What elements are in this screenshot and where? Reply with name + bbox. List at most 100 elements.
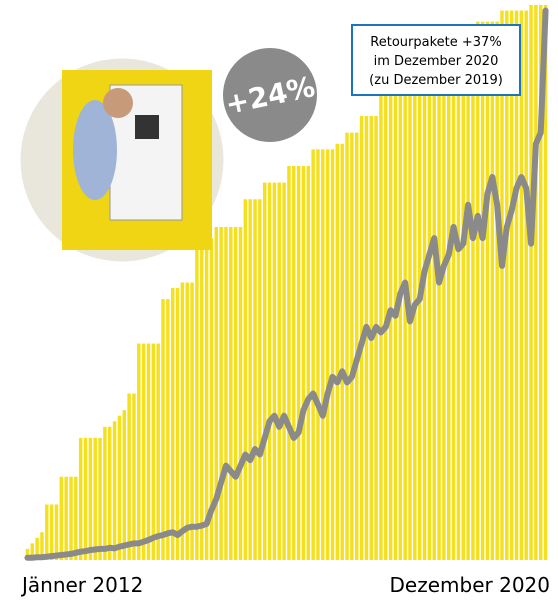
bar — [229, 227, 233, 560]
bar — [534, 5, 538, 560]
bar — [35, 537, 39, 560]
bar — [204, 238, 209, 560]
bar — [195, 238, 199, 560]
annotation-line: im Dezember 2020 — [374, 54, 499, 69]
bar — [214, 227, 219, 560]
bar — [321, 149, 325, 561]
bar — [350, 132, 354, 560]
annotation-box — [351, 24, 521, 96]
photo-head — [103, 88, 133, 118]
bar — [209, 238, 214, 560]
bar — [219, 227, 223, 560]
bar — [238, 227, 243, 560]
bar — [398, 93, 403, 561]
bar — [224, 227, 228, 560]
bar — [514, 10, 519, 561]
bar — [30, 543, 35, 560]
bar — [292, 165, 296, 560]
bar — [364, 116, 369, 560]
bar — [301, 165, 306, 560]
bar — [277, 182, 281, 560]
bar — [456, 49, 461, 561]
annotation-line: (zu Dezember 2019) — [369, 73, 503, 88]
bar — [98, 437, 102, 560]
bar — [166, 299, 170, 560]
bar — [311, 149, 315, 561]
bar — [132, 393, 136, 560]
bar — [253, 199, 257, 560]
bar — [427, 66, 432, 561]
bar — [243, 199, 248, 560]
bar — [432, 66, 436, 561]
bar — [151, 343, 156, 560]
bar — [500, 10, 504, 561]
bar — [529, 5, 533, 560]
bar — [476, 21, 480, 560]
bar — [161, 299, 165, 560]
photo-person — [73, 100, 117, 200]
bar — [83, 437, 88, 560]
photo-icon — [135, 115, 159, 139]
bar — [480, 21, 485, 560]
bar — [200, 238, 204, 560]
bar — [374, 116, 378, 560]
bar — [403, 77, 407, 561]
bar — [258, 199, 262, 560]
bar — [146, 343, 151, 560]
bar — [287, 165, 291, 560]
bar — [170, 288, 175, 560]
bar — [306, 165, 311, 560]
bar — [93, 437, 97, 560]
bar — [485, 21, 490, 560]
x-tick-label: Dezember 2020 — [390, 573, 550, 597]
bar — [451, 49, 456, 561]
bar — [330, 149, 335, 561]
bar — [417, 77, 422, 561]
bar — [127, 393, 131, 560]
bar — [345, 132, 349, 560]
bar — [78, 437, 83, 560]
bar — [471, 49, 475, 561]
x-tick-label: Jänner 2012 — [20, 573, 143, 597]
bar — [25, 548, 30, 560]
bar — [45, 504, 49, 560]
bar — [59, 476, 64, 560]
bar — [282, 182, 286, 560]
bar — [175, 288, 180, 560]
bar — [185, 282, 189, 560]
bar — [262, 182, 267, 560]
annotation-line: Retourpakete +37% — [370, 35, 501, 50]
bar — [233, 227, 238, 560]
bar — [340, 143, 344, 560]
bar — [272, 182, 277, 560]
bar — [490, 21, 495, 560]
bar — [393, 93, 398, 561]
bar — [180, 282, 185, 560]
bar — [54, 504, 59, 560]
bar — [466, 49, 470, 561]
bar — [354, 132, 359, 560]
bar — [413, 77, 417, 561]
bar — [505, 10, 509, 561]
bar — [137, 343, 141, 560]
photo — [17, 55, 227, 265]
bar — [446, 66, 451, 561]
bar — [74, 476, 78, 560]
bar — [49, 504, 54, 560]
bar — [422, 77, 427, 561]
bar — [509, 10, 514, 561]
bar — [325, 149, 330, 561]
bar — [122, 410, 127, 560]
bar — [316, 149, 320, 561]
bar — [296, 165, 301, 560]
bar — [103, 426, 107, 560]
bar — [543, 5, 548, 560]
bar — [388, 93, 393, 561]
bar — [379, 93, 383, 561]
bar — [40, 532, 44, 560]
badge — [223, 48, 317, 142]
bar — [248, 199, 252, 560]
bar — [495, 21, 499, 560]
bar — [519, 10, 524, 561]
